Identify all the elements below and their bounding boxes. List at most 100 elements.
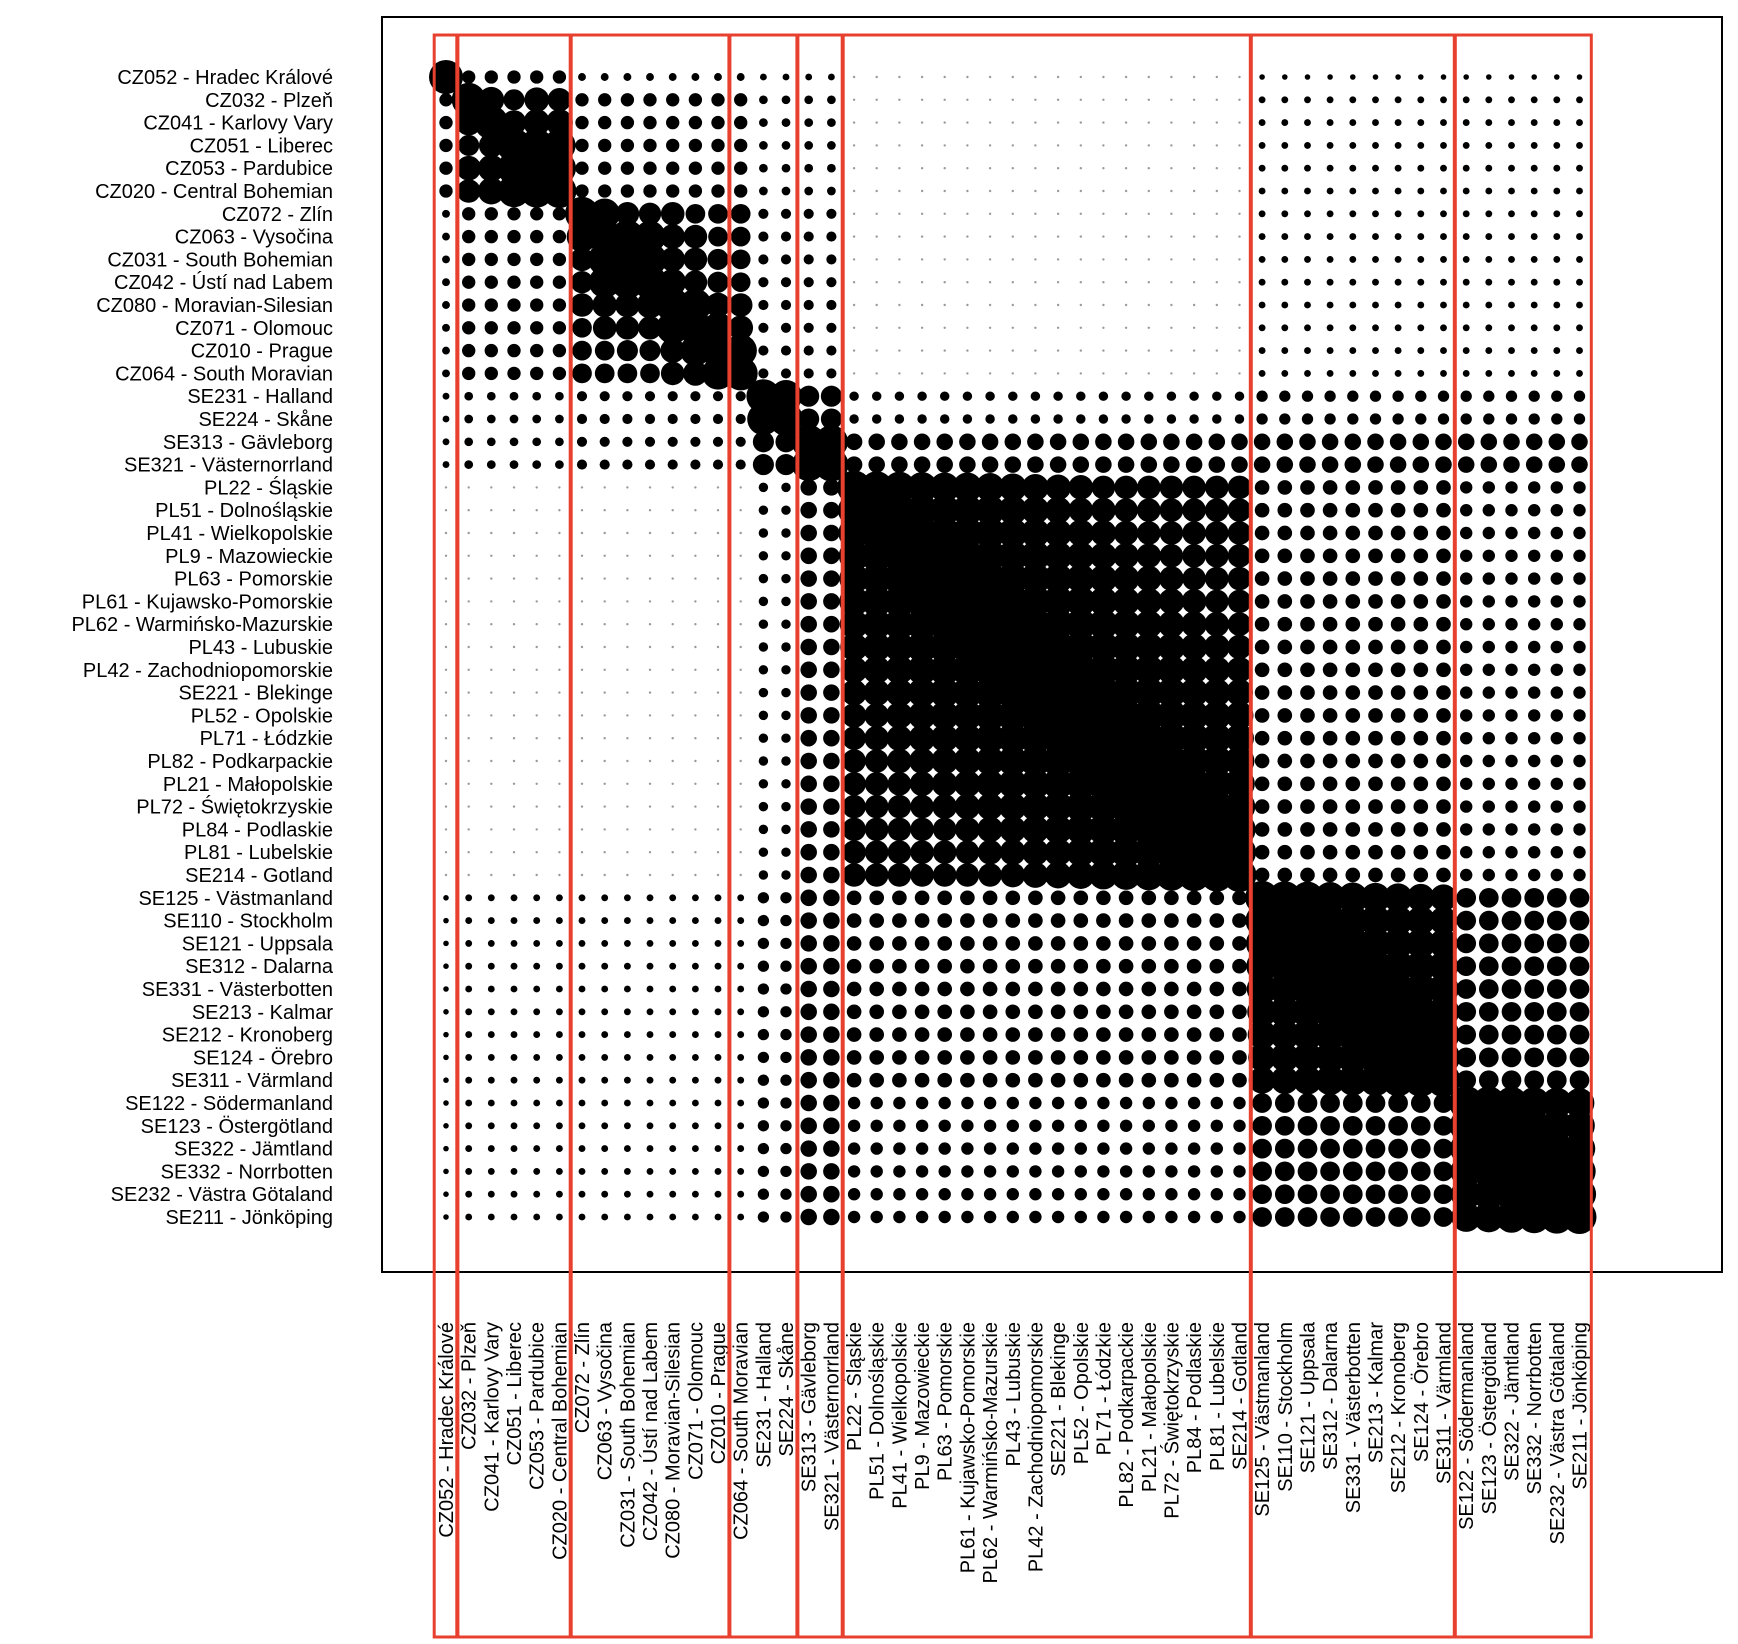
matrix-bubble (988, 326, 992, 329)
matrix-bubble (983, 1142, 997, 1155)
matrix-bubble (1056, 235, 1060, 238)
matrix-bubble (781, 687, 791, 698)
matrix-bubble (1238, 98, 1241, 102)
matrix-bubble (804, 163, 814, 173)
matrix-bubble (1096, 1050, 1111, 1065)
matrix-bubble (1300, 776, 1315, 792)
matrix-bubble (804, 118, 814, 127)
matrix-bubble (1005, 913, 1021, 928)
matrix-bubble (943, 167, 946, 170)
matrix-bubble (973, 562, 1007, 595)
matrix-bubble (1562, 1200, 1597, 1234)
matrix-bubble (1345, 502, 1361, 518)
matrix-bubble (1320, 1115, 1340, 1136)
matrix-bubble (1019, 608, 1052, 641)
matrix-bubble (1238, 258, 1241, 261)
matrix-bubble (1301, 413, 1314, 425)
matrix-bubble (1182, 475, 1206, 500)
matrix-bubble (1345, 799, 1361, 814)
matrix-bubble (800, 1208, 817, 1226)
matrix-bubble (1322, 594, 1338, 609)
matrix-bubble (1030, 391, 1041, 401)
matrix-bubble (782, 73, 790, 81)
matrix-bubble (1495, 1201, 1528, 1233)
matrix-bubble (757, 1165, 770, 1178)
matrix-bubble (1274, 1093, 1295, 1113)
matrix-bubble (1233, 1142, 1246, 1155)
matrix-bubble (1345, 616, 1361, 632)
matrix-bubble (803, 299, 814, 311)
matrix-bubble (1200, 790, 1233, 823)
matrix-bubble (1553, 210, 1561, 218)
matrix-bubble (737, 917, 745, 925)
matrix-bubble (974, 540, 1006, 572)
matrix-bubble (507, 229, 521, 244)
matrix-bubble (737, 1167, 745, 1175)
matrix-bubble (959, 456, 976, 473)
matrix-bubble (1274, 1184, 1295, 1205)
matrix-bubble (780, 983, 792, 995)
matrix-bubble (714, 894, 722, 902)
matrix-bubble (1180, 633, 1208, 661)
matrix-bubble (780, 1097, 792, 1109)
column-label: SE311 - Värmland (1433, 1322, 1455, 1484)
matrix-bubble (938, 1142, 951, 1155)
row-label: PL84 - Podlaskie (182, 819, 333, 841)
row-label: SE122 - Södermanland (125, 1093, 333, 1115)
matrix-bubble (1252, 1207, 1272, 1227)
matrix-bubble (575, 161, 589, 175)
matrix-bubble (623, 917, 631, 925)
matrix-bubble (572, 363, 592, 384)
matrix-bubble (690, 391, 701, 402)
matrix-bubble (737, 1008, 745, 1016)
matrix-bubble (780, 937, 792, 950)
matrix-bubble (997, 562, 1029, 595)
matrix-bubble (1005, 1004, 1021, 1020)
matrix-bubble (615, 316, 640, 340)
matrix-bubble (975, 472, 1005, 502)
matrix-bubble (1553, 96, 1561, 104)
row-label: CZ041 - Karlovy Vary (143, 113, 333, 135)
matrix-bubble (1413, 708, 1429, 723)
matrix-bubble (1043, 814, 1073, 844)
matrix-bubble (644, 413, 656, 425)
matrix-bubble (512, 668, 516, 671)
matrix-bubble (1569, 1024, 1590, 1045)
matrix-bubble (1436, 730, 1451, 746)
matrix-bubble (1413, 685, 1429, 700)
matrix-bubble (467, 805, 470, 808)
matrix-bubble (800, 593, 817, 610)
matrix-bubble (1056, 75, 1060, 79)
matrix-bubble (1404, 995, 1437, 1028)
matrix-bubble (803, 345, 814, 356)
matrix-bubble (1137, 521, 1161, 545)
matrix-bubble (603, 691, 606, 694)
matrix-bubble (960, 1072, 975, 1088)
row-label: PL62 - Warmińsko-Mazurskie (71, 614, 333, 636)
matrix-bubble (758, 345, 769, 356)
matrix-bubble (1170, 121, 1173, 124)
matrix-bubble (1368, 753, 1383, 769)
matrix-bubble (1192, 144, 1196, 147)
matrix-bubble (1226, 656, 1253, 683)
matrix-bubble (1165, 1165, 1178, 1178)
matrix-bubble (1518, 1200, 1551, 1234)
matrix-bubble (580, 851, 584, 854)
matrix-bubble (1342, 1184, 1363, 1205)
matrix-bubble (1300, 525, 1315, 541)
matrix-bubble (1345, 753, 1361, 769)
matrix-bubble (1034, 326, 1037, 329)
matrix-bubble (1096, 1004, 1111, 1020)
matrix-bubble (666, 184, 680, 198)
matrix-bubble (1415, 390, 1427, 402)
matrix-bubble (1005, 936, 1021, 951)
matrix-bubble (1524, 1070, 1545, 1091)
matrix-bubble (691, 1167, 699, 1175)
matrix-bubble (823, 1003, 840, 1021)
matrix-bubble (1011, 98, 1014, 102)
column-label: CZ010 - Prague (708, 1322, 730, 1464)
matrix-bubble (910, 794, 934, 819)
matrix-bubble (840, 633, 869, 661)
matrix-bubble (490, 668, 493, 671)
matrix-bubble (1551, 390, 1563, 402)
